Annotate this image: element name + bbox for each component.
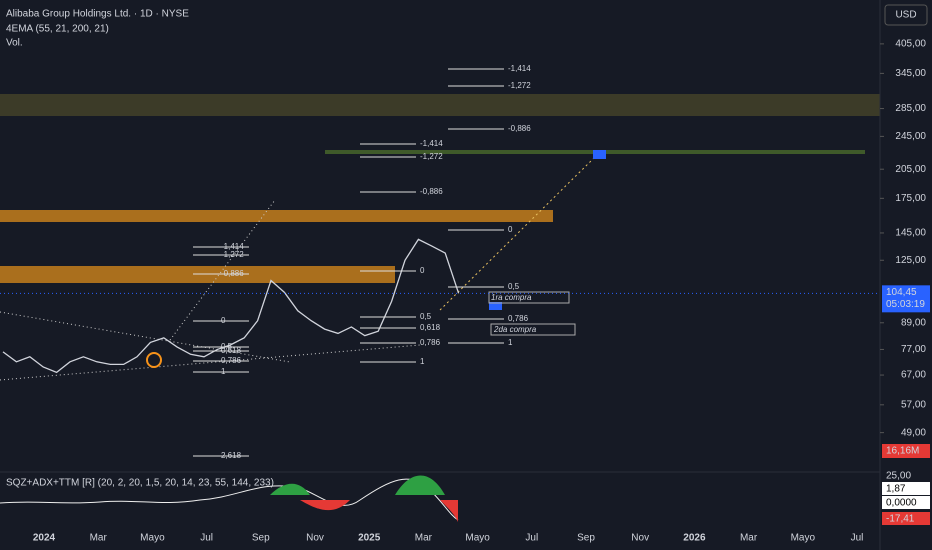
fib-label: 0,5	[221, 342, 233, 351]
y-tick-label: 345,00	[895, 68, 926, 79]
y-tick-label: 125,00	[895, 255, 926, 266]
note-box	[488, 291, 570, 304]
fib-label: -1,272	[508, 81, 531, 90]
fib-label: 0,618	[420, 323, 441, 332]
x-tick-label: Sep	[577, 533, 595, 544]
x-tick-label: Nov	[306, 533, 324, 544]
y-tick-label: 89,00	[901, 317, 926, 328]
projection	[439, 154, 598, 311]
fib-label: -1,414	[221, 242, 244, 251]
note: 2da compra	[493, 325, 537, 334]
oscillator-area	[270, 475, 445, 495]
fib-label: 0,786	[221, 356, 242, 365]
fib-label: 1	[221, 367, 226, 376]
x-tick-label: 2025	[358, 533, 381, 544]
y-tick-label: 405,00	[895, 39, 926, 50]
badge	[882, 496, 930, 509]
x-tick-label: Mar	[90, 533, 108, 544]
badge	[882, 444, 930, 458]
oscillator-title: SQZ+ADX+TTM [R] (20, 2, 20, 1,5, 20, 14,…	[6, 478, 274, 489]
fib-label: -1,272	[420, 152, 443, 161]
price-badge	[882, 285, 930, 313]
fib-label: -1,414	[508, 64, 531, 73]
x-tick-label: Mayo	[465, 533, 490, 544]
fib-label: 0,5	[508, 282, 520, 291]
fib-label: 0,786	[508, 314, 529, 323]
badge	[882, 512, 930, 525]
oscillator-label: 0,0000	[886, 498, 917, 509]
chart-title: Alibaba Group Holdings Ltd. · 1D · NYSE	[6, 9, 189, 20]
fib-label: -1,414	[420, 139, 443, 148]
x-tick-label: Mayo	[791, 533, 816, 544]
x-tick-label: Mar	[415, 533, 433, 544]
oscillator-label: -17,41	[886, 514, 915, 525]
target-box	[593, 150, 606, 159]
x-tick-label: Jul	[200, 533, 213, 544]
fib-label: 0	[420, 266, 425, 275]
y-tick-label: 245,00	[895, 131, 926, 142]
fib-label: 0	[221, 316, 226, 325]
oscillator-label: 1,87	[886, 484, 906, 495]
highlight	[146, 352, 162, 368]
fib-label: 2,618	[221, 451, 242, 460]
fib-label: -1,272	[221, 250, 244, 259]
entry-box	[489, 302, 502, 310]
zone	[0, 94, 880, 116]
indicator-label: 4EMA (55, 21, 200, 21)	[6, 24, 109, 35]
note-box	[490, 323, 576, 336]
fib-label: -0,886	[221, 269, 244, 278]
fib-label: 0,618	[221, 346, 242, 355]
note: 1ra compra	[491, 293, 532, 302]
volume-label: 16,16M	[886, 446, 919, 457]
x-tick-label: Mar	[740, 533, 758, 544]
x-tick-label: Jul	[851, 533, 864, 544]
y-tick-label: 57,00	[901, 399, 926, 410]
indicator-label: Vol.	[6, 38, 23, 49]
y-tick-label: 285,00	[895, 103, 926, 114]
price-line	[2, 238, 460, 374]
fib-label: 1	[508, 338, 513, 347]
y-tick-label: 145,00	[895, 228, 926, 239]
x-tick-label: Mayo	[140, 533, 165, 544]
oscillator-label: 25,00	[886, 471, 911, 482]
y-tick-label: 175,00	[895, 193, 926, 204]
x-tick-label: Nov	[631, 533, 649, 544]
y-tick-label: 67,00	[901, 370, 926, 381]
currency[interactable]: USD	[895, 10, 916, 21]
last-price: 104,45	[886, 287, 917, 298]
x-tick-label: 2024	[33, 533, 56, 544]
countdown: 05:03:19	[886, 299, 925, 310]
oscillator-area	[300, 500, 458, 522]
x-tick-label: Jul	[525, 533, 538, 544]
fib-label: 0,786	[420, 338, 441, 347]
fib-label: 1	[420, 357, 425, 366]
y-tick-label: 77,00	[901, 344, 926, 355]
fib-label: -0,886	[420, 187, 443, 196]
x-tick-label: 2026	[683, 533, 706, 544]
y-tick-label: 205,00	[895, 164, 926, 175]
zone	[0, 210, 553, 222]
y-tick-label: 49,00	[901, 427, 926, 438]
x-tick-label: Sep	[252, 533, 270, 544]
currency-button[interactable]	[884, 4, 928, 26]
fib-label: 0	[508, 225, 513, 234]
badge	[882, 482, 930, 495]
fib-label: 0,5	[420, 312, 432, 321]
fib-label: -0,886	[508, 124, 531, 133]
